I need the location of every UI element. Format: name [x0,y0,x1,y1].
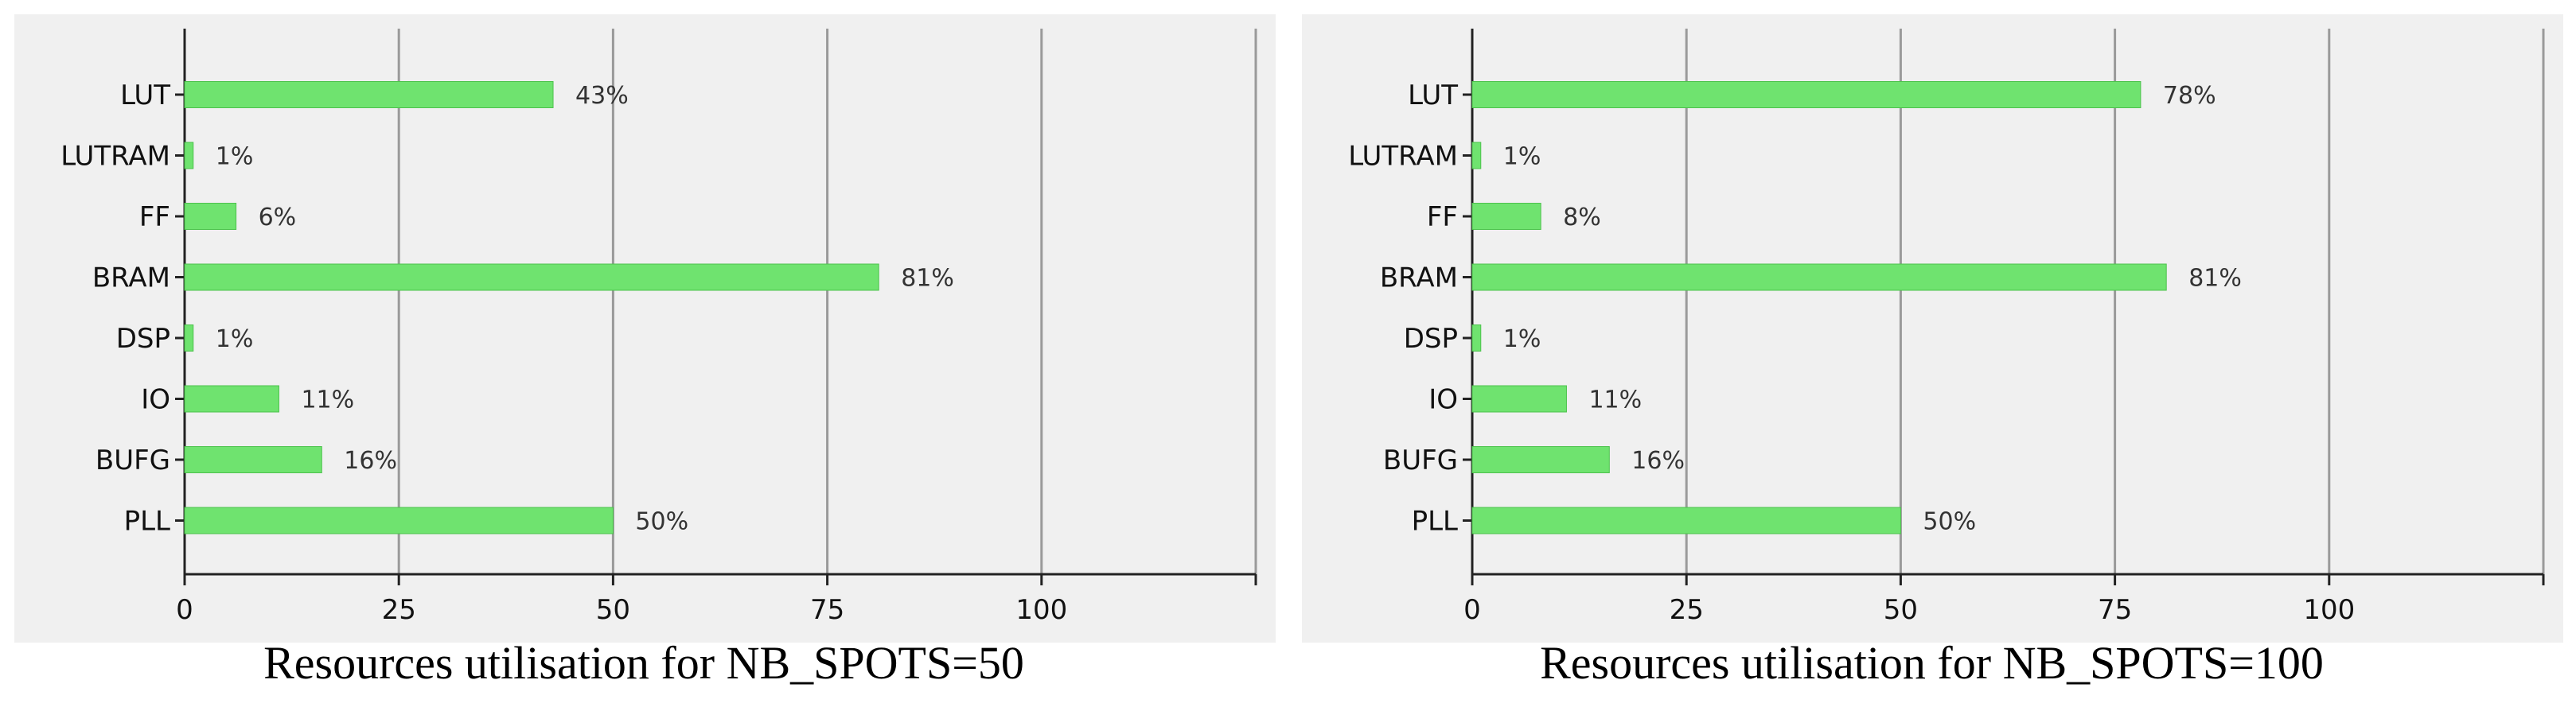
bar-bram [1471,263,2167,291]
category-label: LUTRAM [1348,141,1458,173]
bar-io [184,385,279,413]
x-tick-label: 75 [810,594,844,626]
value-label: 6% [259,204,297,231]
chart-left: 0 25 50 75 100 LUT 43% LUTRAM 1% FF 6% BRAM 81% DSP 1%… [14,14,1276,643]
caption-right: Resources utilisation for NB_SPOTS=100 [1540,637,2324,689]
category-label: LUTRAM [60,141,170,173]
bar-dsp [184,324,194,352]
value-label: 50% [1923,508,1976,536]
x-tick-label: 0 [176,594,193,626]
bar-pll [1471,507,1901,534]
x-tick-label: 50 [596,594,630,626]
value-label: 11% [301,387,354,414]
bar-lut [1471,81,2141,108]
x-tick-label: 50 [1884,594,1918,626]
category-label: IO [141,384,170,416]
chart-panel-left: 0 25 50 75 100 LUT 43% LUTRAM 1% FF 6% BRAM 81% DSP 1%… [14,14,1276,689]
value-label: 16% [1631,447,1685,475]
bar-io [1471,385,1567,413]
category-label: BUFG [1383,445,1458,476]
bar-ff [1471,203,1541,230]
chart-right: 0 25 50 75 100 LUT 78% LUTRAM 1% FF 8% BRAM 81% DSP 1%… [1302,14,2563,643]
value-label: 81% [2188,265,2242,293]
value-label: 1% [216,143,254,171]
bar-dsp [1471,324,1482,352]
category-label: BRAM [1380,262,1458,294]
category-label: BRAM [92,262,170,294]
x-tick-label: 25 [382,594,416,626]
value-label: 1% [1503,325,1541,353]
value-label: 8% [1563,204,1601,231]
value-label: 11% [1588,387,1642,414]
bar-lut [184,81,554,108]
caption-left: Resources utilisation for NB_SPOTS=50 [263,637,1024,689]
category-label: LUT [1408,80,1458,111]
x-tick-label: 75 [2098,594,2132,626]
value-label: 50% [635,508,688,536]
category-label: PLL [1412,506,1458,538]
plot-background [1302,14,2563,643]
category-label: FF [139,201,170,233]
bar-lutram [184,142,194,169]
category-label: BUFG [95,445,170,476]
x-tick-label: 100 [1015,594,1067,626]
value-label: 43% [575,82,629,110]
bar-bufg [1471,446,1610,473]
plot-background [14,14,1276,643]
bar-bram [184,263,879,291]
bar-ff [184,203,237,230]
category-label: DSP [1404,323,1458,355]
x-tick-label: 0 [1463,594,1481,626]
category-label: IO [1428,384,1458,416]
category-label: FF [1427,201,1458,233]
category-label: PLL [124,506,170,538]
value-label: 78% [2163,82,2216,110]
x-tick-label: 25 [1670,594,1704,626]
bar-pll [184,507,614,534]
value-label: 16% [344,447,397,475]
category-label: DSP [116,323,170,355]
bar-bufg [184,446,322,473]
chart-panel-right: 0 25 50 75 100 LUT 78% LUTRAM 1% FF 8% BRAM 81% DSP 1%… [1288,0,2576,715]
value-label: 1% [1503,143,1541,171]
category-label: LUT [120,80,170,111]
value-label: 81% [901,265,954,293]
bar-lutram [1471,142,1482,169]
value-label: 1% [216,325,254,353]
x-tick-label: 100 [2303,594,2355,626]
